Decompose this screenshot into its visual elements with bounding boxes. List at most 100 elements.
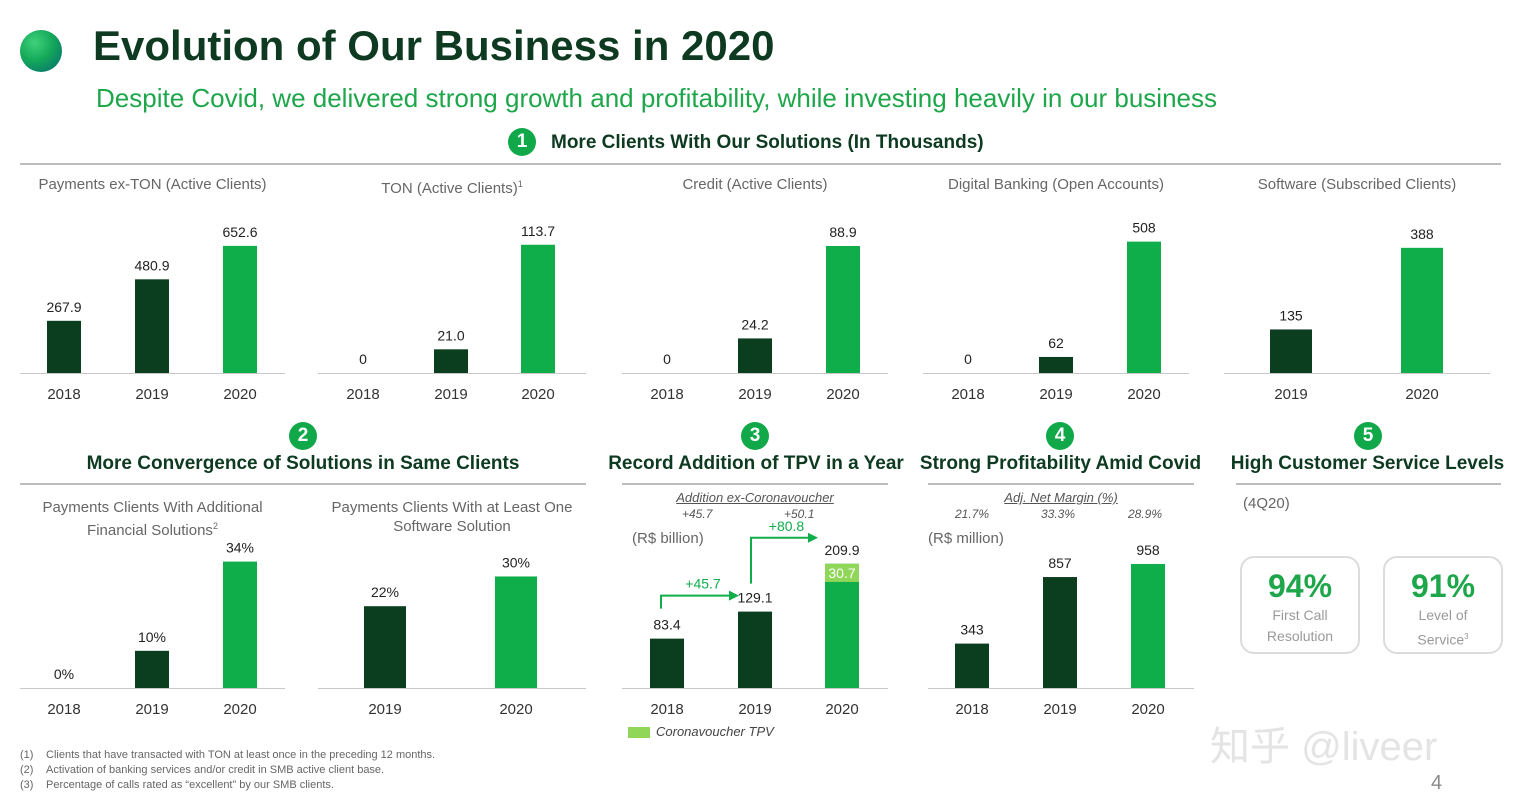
x-tick-2020: 2020 bbox=[1127, 386, 1160, 403]
section-1-badge: 1 bbox=[508, 128, 536, 156]
panel-financial-solutions-title: Payments Clients With Additional Financi… bbox=[42, 499, 263, 539]
data-label-2018: 0% bbox=[54, 666, 74, 682]
data-label-2019: 10% bbox=[138, 629, 166, 645]
section-2-badge: 2 bbox=[289, 422, 317, 450]
section-5-rule bbox=[1236, 483, 1501, 485]
section-4-title: Strong Profitability Amid Covid bbox=[919, 453, 1202, 474]
bar-2019 bbox=[1039, 356, 1073, 373]
footnote-1: (1) Clients that have transacted with TON… bbox=[20, 749, 436, 761]
margin-value-2019: 33.3% bbox=[1041, 507, 1076, 521]
data-label-2018: 267.9 bbox=[46, 299, 81, 315]
x-tick-2018: 2018 bbox=[47, 386, 80, 403]
tpv-subheader-value-2019: +45.7 bbox=[682, 507, 713, 521]
panel-software-title: Software (Subscribed Clients) bbox=[1257, 176, 1457, 193]
segment-label-coronavoucher: 30.7 bbox=[828, 565, 855, 581]
bar-2019 bbox=[1270, 329, 1312, 373]
data-label-2018: 0 bbox=[359, 351, 367, 367]
kpi-level-of-service: 91% Level of Service3 bbox=[1383, 556, 1503, 654]
margin-value-2020: 28.9% bbox=[1128, 507, 1163, 521]
bar-segment-coronavoucher bbox=[825, 563, 859, 582]
x-tick-2019: 2019 bbox=[1274, 386, 1307, 403]
data-label-2018: 0 bbox=[964, 351, 972, 367]
x-tick-2019: 2019 bbox=[135, 386, 168, 403]
growth-arrow-2-head bbox=[808, 532, 818, 543]
section-3-title: Record Addition of TPV in a Year bbox=[608, 453, 904, 474]
bar-2020 bbox=[1127, 241, 1161, 373]
bar-2019 bbox=[434, 349, 468, 373]
x-tick-2018: 2018 bbox=[951, 386, 984, 403]
data-label-2020: 34% bbox=[226, 540, 254, 556]
data-label-2020: 209.9 bbox=[824, 542, 859, 558]
data-label-2020: 652.6 bbox=[222, 224, 257, 240]
section-4-badge: 4 bbox=[1046, 422, 1074, 450]
growth-arrow-2 bbox=[750, 536, 808, 584]
section-2-rule bbox=[20, 483, 586, 485]
bar-2020 bbox=[521, 244, 555, 373]
panel-ton-title: TON (Active Clients)1 bbox=[381, 179, 523, 197]
watermark: 知乎 @liveer bbox=[1210, 725, 1438, 769]
data-label-2019: 24.2 bbox=[741, 316, 768, 332]
data-label-2019: 135 bbox=[1279, 307, 1303, 323]
section-1-rule bbox=[20, 163, 1501, 165]
service-period: (4Q20) bbox=[1243, 495, 1290, 512]
page-subtitle: Despite Covid, we delivered strong growt… bbox=[96, 83, 1217, 113]
footnote-2: (2) Activation of banking services and/or… bbox=[20, 764, 385, 776]
data-label-2019: 22% bbox=[371, 584, 399, 600]
bar-2020 bbox=[495, 576, 537, 688]
chart-tpv: 83.4 2018 129.1 2019 209.9 2020 30.7 +45.7 +80.8 bbox=[622, 518, 888, 718]
x-tick-2020: 2020 bbox=[825, 701, 858, 718]
legend-coronavoucher-label: Coronavoucher TPV bbox=[656, 724, 774, 739]
x-tick-2018: 2018 bbox=[47, 701, 80, 718]
data-label-2020: 113.7 bbox=[521, 223, 555, 239]
x-tick-2020: 2020 bbox=[1405, 386, 1438, 403]
legend-coronavoucher-swatch bbox=[628, 727, 650, 738]
kpi-first-call-resolution: 94% First Call Resolution bbox=[1240, 556, 1360, 654]
company-logo-icon bbox=[20, 30, 62, 72]
chart-software: 135 2019 388 2020 bbox=[1224, 226, 1490, 403]
panel-software-solution-title: Payments Clients With at Least One Softw… bbox=[331, 499, 573, 535]
data-label-2019: 857 bbox=[1048, 555, 1072, 571]
chart-payments-ex-ton: 267.9 2018 480.9 2019 652.6 2020 bbox=[20, 224, 285, 403]
profit-unit: (R$ million) bbox=[928, 530, 1004, 547]
panel-payments-title: Payments ex-TON (Active Clients) bbox=[38, 176, 267, 193]
kpi-level-of-service-label: Level of Service3 bbox=[1417, 607, 1469, 648]
section-3-rule bbox=[622, 483, 888, 485]
x-tick-2019: 2019 bbox=[434, 386, 467, 403]
section-5-badge: 5 bbox=[1354, 422, 1382, 450]
chart-credit: 0 2018 24.2 2019 88.9 2020 bbox=[622, 224, 888, 403]
data-label-2020: 508 bbox=[1132, 220, 1156, 236]
x-tick-2020: 2020 bbox=[223, 386, 256, 403]
x-tick-2019: 2019 bbox=[1039, 386, 1072, 403]
data-label-2020: 30% bbox=[502, 554, 530, 570]
section-4-rule bbox=[928, 483, 1194, 485]
data-label-2019: 480.9 bbox=[134, 257, 169, 273]
x-tick-2019: 2019 bbox=[738, 701, 771, 718]
bar-2019 bbox=[1043, 577, 1077, 688]
x-tick-2018: 2018 bbox=[346, 386, 379, 403]
tpv-unit: (R$ billion) bbox=[632, 530, 704, 547]
bar-2019 bbox=[738, 611, 772, 688]
x-tick-2018: 2018 bbox=[955, 701, 988, 718]
x-tick-2020: 2020 bbox=[521, 386, 554, 403]
bar-2020 bbox=[825, 563, 859, 688]
chart-ton: 0 2018 21.0 2019 113.7 2020 bbox=[318, 223, 586, 403]
page-title: Evolution of Our Business in 2020 bbox=[93, 22, 775, 69]
section-2-title: More Convergence of Solutions in Same Cl… bbox=[86, 453, 520, 474]
section-5-title: High Customer Service Levels bbox=[1230, 453, 1505, 474]
data-label-2019: 129.1 bbox=[737, 590, 772, 606]
page-number: 4 bbox=[1431, 772, 1443, 794]
data-label-2019: 62 bbox=[1048, 335, 1064, 351]
x-tick-2019: 2019 bbox=[1043, 701, 1076, 718]
growth-arrow-1-label: +45.7 bbox=[685, 576, 721, 592]
chart-digital-banking: 0 2018 62 2019 508 2020 bbox=[923, 220, 1189, 403]
bar-2019 bbox=[135, 279, 169, 373]
tpv-subheader-value-2020: +50.1 bbox=[784, 507, 815, 521]
x-tick-2018: 2018 bbox=[650, 701, 683, 718]
chart-financial-solutions: 0% 2018 10% 2019 34% 2020 bbox=[20, 540, 285, 718]
kpi-first-call-label: First Call Resolution bbox=[1266, 607, 1334, 644]
growth-arrow-1 bbox=[660, 594, 729, 609]
x-tick-2020: 2020 bbox=[826, 386, 859, 403]
panel-banking-title: Digital Banking (Open Accounts) bbox=[948, 176, 1164, 193]
section-1-title: More Clients With Our Solutions (In Thou… bbox=[551, 132, 984, 153]
x-tick-2020: 2020 bbox=[499, 701, 532, 718]
